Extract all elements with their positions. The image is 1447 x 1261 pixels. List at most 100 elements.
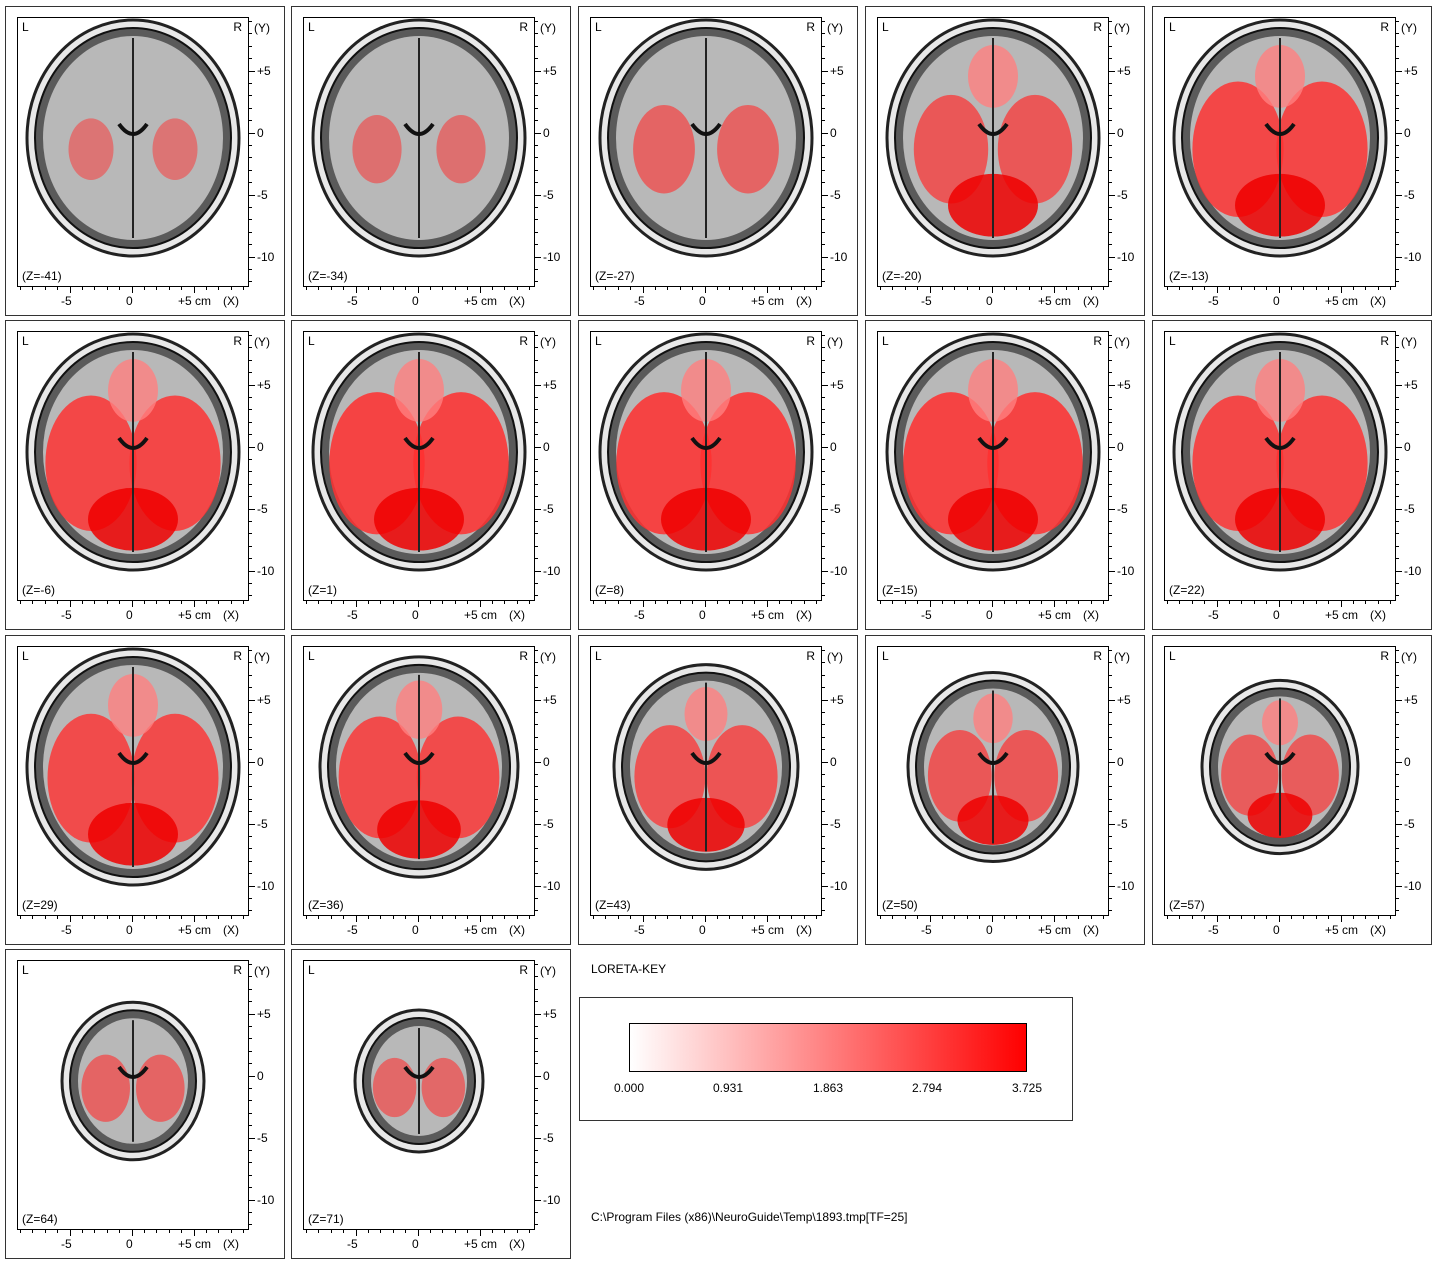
y-ruler-tick <box>1109 107 1112 109</box>
x-ruler-tick <box>1090 916 1092 919</box>
slice-panel: L R (Z=-20) (Y) +5 0 -5 -10 -5 0 +5 cm (X) <box>865 6 1145 316</box>
right-hemisphere-label: R <box>1093 20 1102 34</box>
y-ruler-tick <box>249 483 252 485</box>
right-hemisphere-label: R <box>519 649 528 663</box>
x-ruler-tick <box>803 916 805 919</box>
brain-slice-image <box>25 18 241 258</box>
x-ruler-tick <box>442 287 444 290</box>
y-ruler-tick <box>1109 898 1112 899</box>
x-ruler-tick <box>880 287 881 290</box>
left-hemisphere-label: L <box>595 20 602 34</box>
y-ruler-tick <box>822 95 825 97</box>
y-ruler-tick <box>822 848 825 850</box>
x-tick-label: +5 cm <box>1325 608 1359 622</box>
x-ruler-tick <box>144 287 145 290</box>
brain-slice-image <box>311 332 527 572</box>
x-ruler-tick <box>816 916 818 919</box>
y-ruler-tick <box>1396 231 1399 233</box>
brain-slice-image <box>906 671 1080 863</box>
y-ruler-tick <box>822 699 828 701</box>
y-axis-name: (Y) <box>540 335 556 349</box>
y-ruler-tick <box>535 434 538 436</box>
loreta-key-title: LORETA-KEY <box>591 962 667 976</box>
y-axis-name: (Y) <box>1401 650 1417 664</box>
x-ruler-tick <box>1328 601 1330 604</box>
right-hemisphere-label: R <box>806 20 815 34</box>
y-ruler-tick <box>535 1088 538 1089</box>
x-ruler-tick <box>991 287 993 293</box>
slice-z-label: (Z=64) <box>22 1212 58 1226</box>
x-ruler-tick <box>306 916 307 919</box>
x-ruler-tick <box>230 287 232 290</box>
x-ruler-tick <box>1041 601 1043 604</box>
y-ruler-tick <box>535 1137 541 1139</box>
y-ruler-tick <box>535 384 541 386</box>
y-tick-label: +5 <box>830 378 844 392</box>
y-tick-label: -5 <box>257 188 268 202</box>
y-ruler-tick <box>249 107 252 109</box>
y-ruler-tick <box>535 33 538 35</box>
y-ruler-tick <box>822 335 825 336</box>
x-ruler-tick <box>917 287 919 290</box>
y-ruler-tick <box>1396 483 1399 485</box>
y-ruler-tick <box>1396 823 1402 825</box>
y-ruler-tick <box>249 33 252 35</box>
x-ruler-tick <box>942 916 943 919</box>
x-ruler-tick <box>1377 287 1379 290</box>
x-ruler-tick <box>318 601 320 604</box>
y-ruler-tick <box>535 1212 538 1213</box>
y-ruler-tick <box>1396 335 1399 336</box>
y-ruler-tick <box>535 1100 538 1102</box>
x-ruler-tick <box>243 287 245 290</box>
x-tick-label: -5 <box>347 608 358 622</box>
x-ruler-tick <box>1191 287 1193 290</box>
x-ruler-tick <box>355 916 357 922</box>
x-tick-label: 0 <box>412 1237 419 1251</box>
y-ruler-tick <box>1109 749 1112 751</box>
x-ruler-tick <box>1204 916 1206 919</box>
y-ruler-tick <box>1109 910 1112 912</box>
y-ruler-tick <box>535 269 538 270</box>
x-ruler-tick <box>1278 287 1280 293</box>
x-ruler-tick <box>779 287 780 290</box>
y-ruler-tick <box>822 749 825 751</box>
y-ruler-tick <box>822 21 825 22</box>
x-ruler-tick <box>1266 287 1268 290</box>
x-ruler-tick <box>454 1230 456 1233</box>
y-ruler-tick <box>249 1112 252 1114</box>
y-ruler-tick <box>535 1075 541 1077</box>
y-ruler-tick <box>1109 194 1115 196</box>
x-ruler-tick <box>181 287 183 290</box>
x-ruler-tick <box>218 1230 220 1233</box>
y-tick-label: 0 <box>257 1069 264 1083</box>
y-ruler-tick <box>1396 219 1399 221</box>
x-ruler-tick <box>20 1230 21 1233</box>
y-ruler-tick <box>1396 811 1399 813</box>
x-ruler-tick <box>119 287 121 290</box>
y-ruler-tick <box>822 533 825 535</box>
y-tick-label: -5 <box>257 1131 268 1145</box>
x-ruler-tick <box>492 601 493 604</box>
x-ruler-tick <box>20 916 21 919</box>
x-tick-label: -5 <box>1208 608 1219 622</box>
y-ruler-tick <box>535 1174 538 1176</box>
y-ruler-tick <box>1396 256 1402 258</box>
x-ruler-tick <box>1377 916 1379 919</box>
x-ruler-tick <box>1179 916 1181 919</box>
y-tick-label: 0 <box>257 126 264 140</box>
x-ruler-tick <box>156 916 158 919</box>
y-ruler-tick <box>822 169 825 171</box>
y-ruler-tick <box>1396 533 1399 535</box>
x-ruler-tick <box>20 287 21 290</box>
x-ruler-tick <box>1266 601 1268 604</box>
y-ruler-tick <box>822 359 825 361</box>
x-ruler-tick <box>1229 287 1230 290</box>
x-ruler-tick <box>1315 601 1317 604</box>
slice-panel: L R (Z=-13) (Y) +5 0 -5 -10 -5 0 +5 cm (X) <box>1152 6 1432 316</box>
y-ruler-tick <box>249 244 252 246</box>
x-tick-label: 0 <box>412 608 419 622</box>
right-hemisphere-label: R <box>1093 649 1102 663</box>
x-ruler-tick <box>1041 916 1043 919</box>
x-ruler-tick <box>692 287 694 290</box>
left-hemisphere-label: L <box>22 963 29 977</box>
